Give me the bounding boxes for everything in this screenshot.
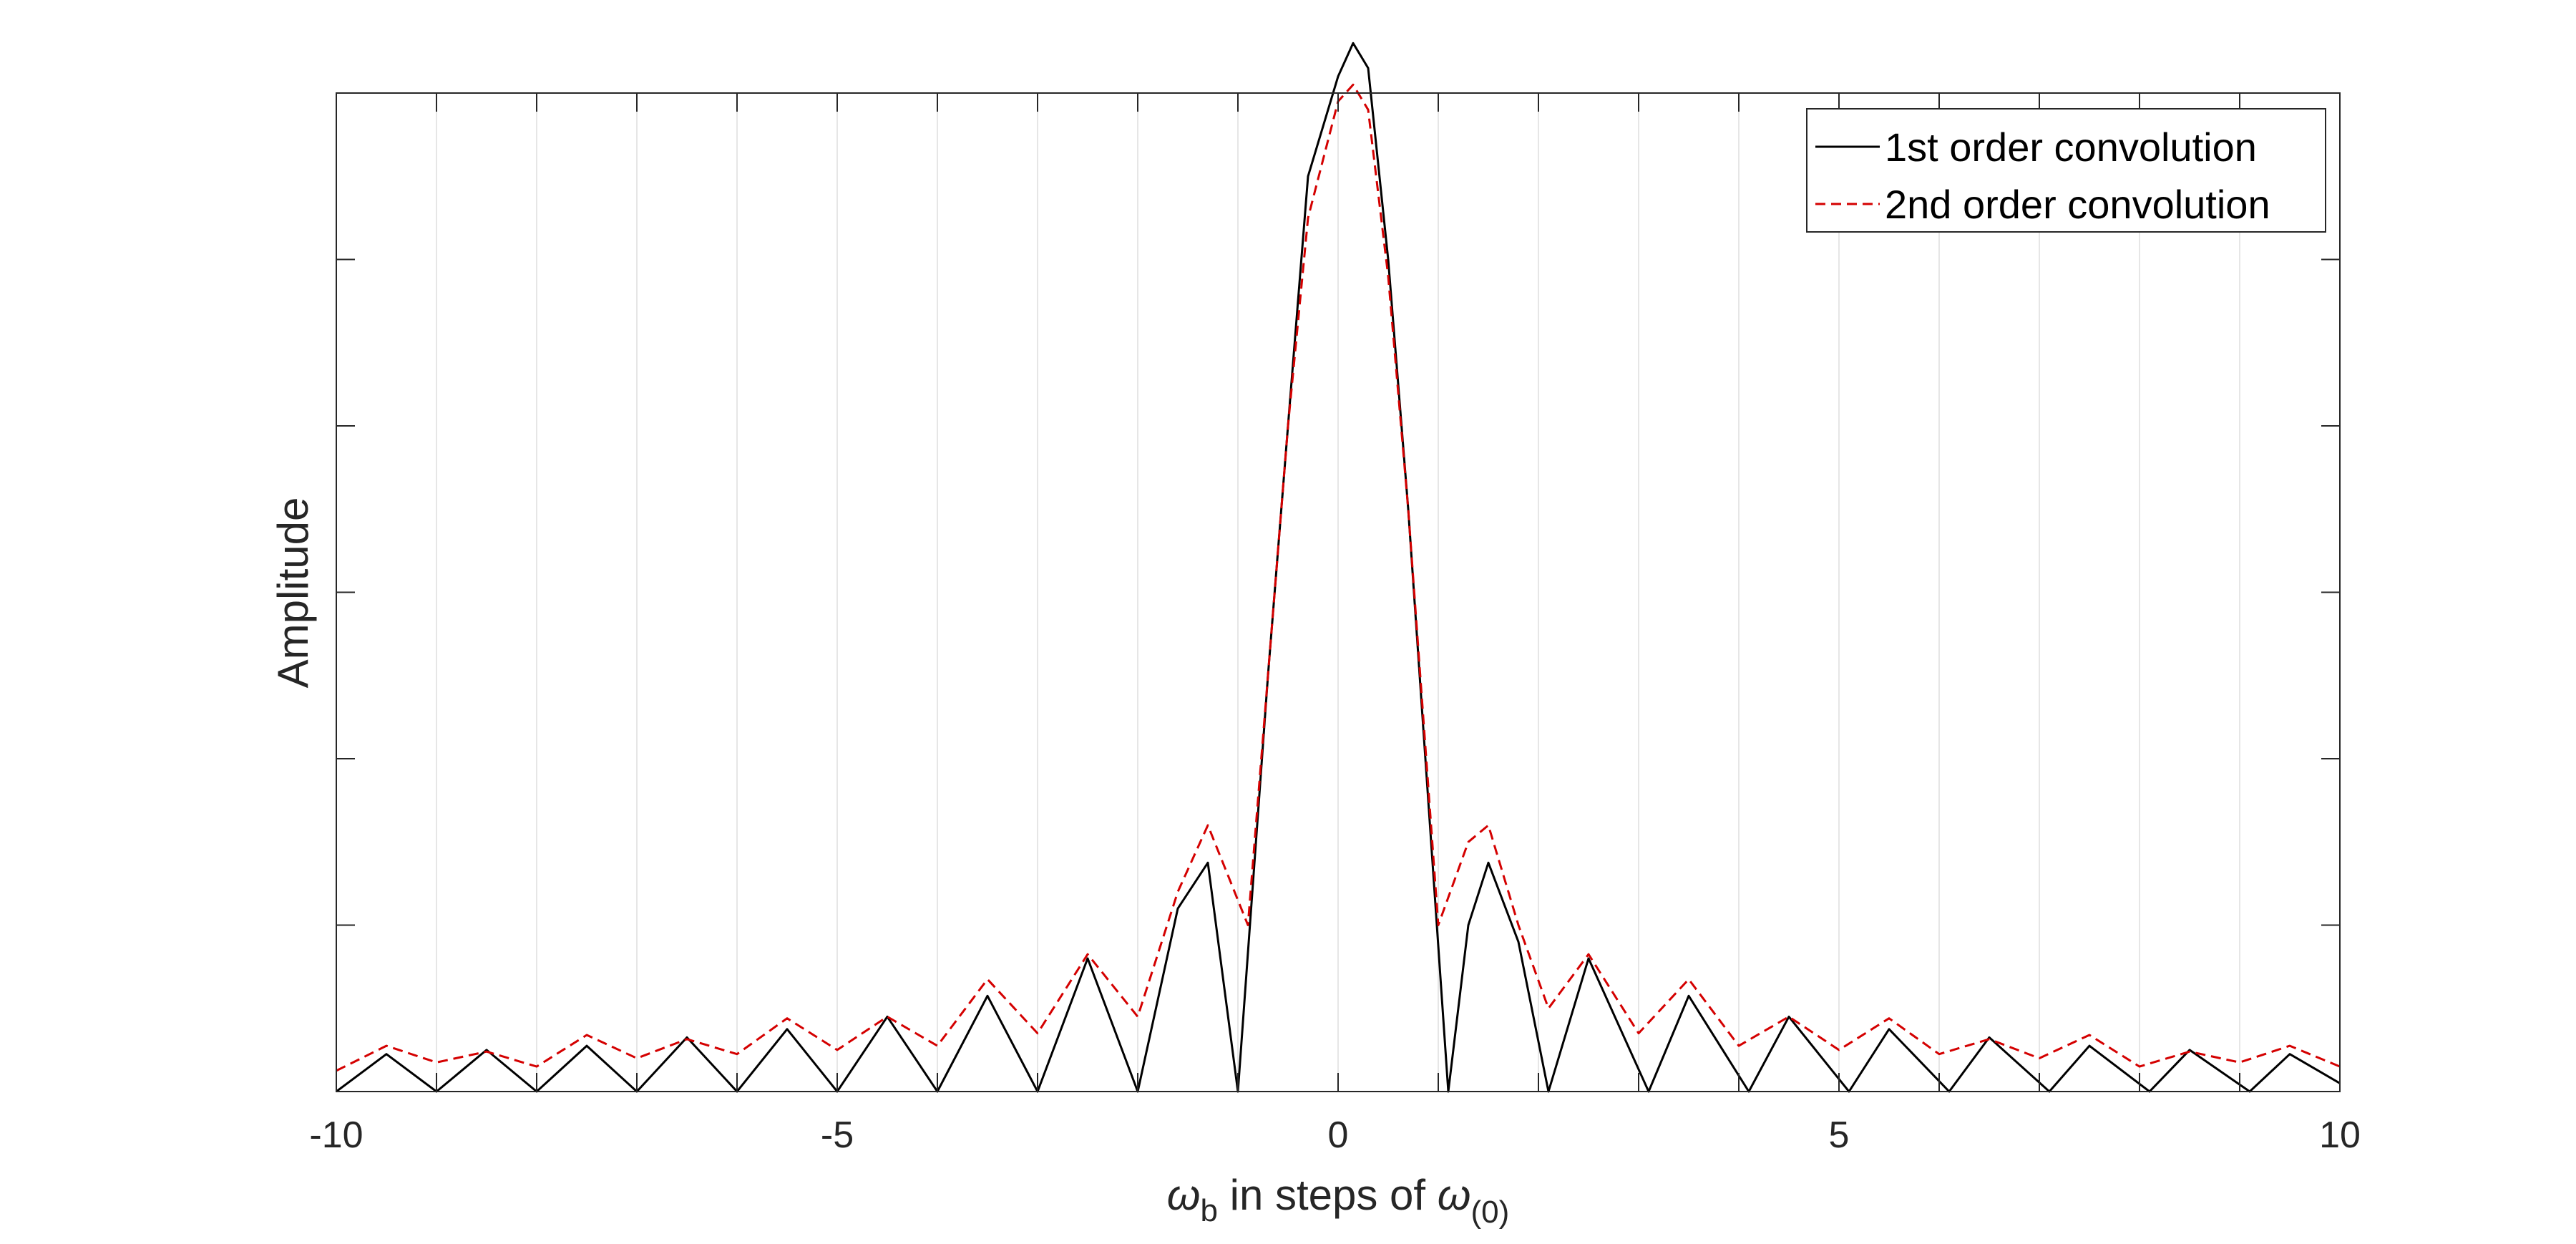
x-label-omega-sub: b [1200, 1193, 1217, 1228]
x-tick-label: 5 [1829, 1114, 1850, 1156]
axis-ticks: -10 -5 0 5 10 [309, 93, 2361, 1156]
x-tick-label: -10 [309, 1114, 363, 1156]
x-label-omega-end-sub: (0) [1471, 1195, 1510, 1230]
x-label-middle: in steps of [1218, 1171, 1438, 1219]
legend-label-series-2: 2nd order convolution [1885, 182, 2270, 227]
x-label-omega: ω [1167, 1171, 1201, 1219]
series-line-2 [336, 83, 2341, 1072]
legend-box [1806, 108, 2326, 233]
x-tick-label: -5 [821, 1114, 854, 1156]
x-axis-label: ωb in steps of ω(0) [1167, 1171, 1510, 1230]
y-axis-label: Amplitude [269, 497, 317, 689]
x-label-omega-end: ω [1438, 1171, 1471, 1219]
x-tick-label: 0 [1328, 1114, 1349, 1156]
legend-label-series-1: 1st order convolution [1885, 125, 2257, 170]
legend: 1st order convolution 2nd order convolut… [1806, 108, 2326, 233]
x-tick-label: 10 [2319, 1114, 2361, 1156]
